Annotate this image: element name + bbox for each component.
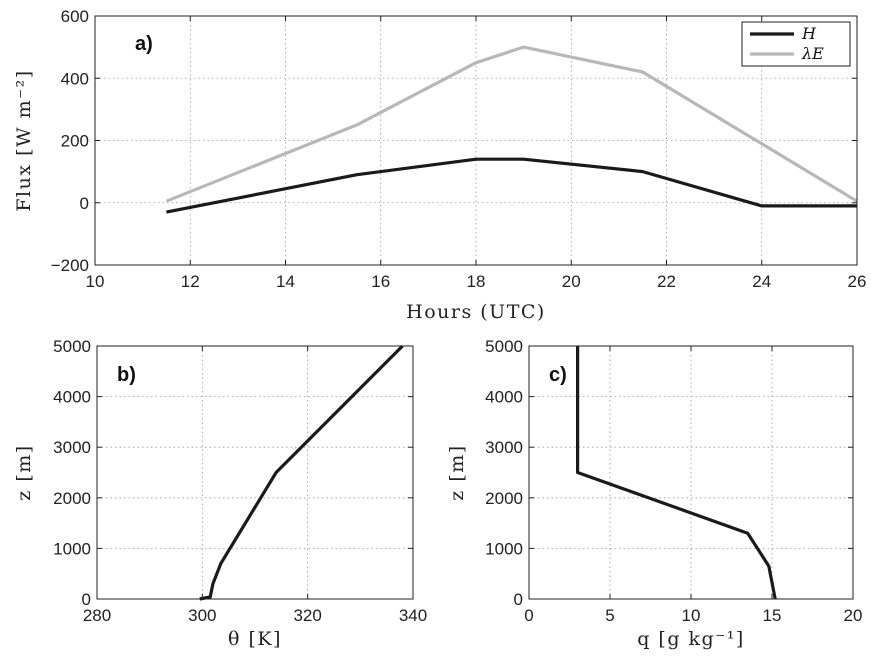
y-tick-label: 0 — [82, 590, 91, 609]
x-tick-label: 10 — [682, 606, 701, 625]
x-tick-label: 22 — [657, 272, 676, 291]
series-line-1 — [575, 346, 777, 600]
x-axis-title: q [g kg⁻¹] — [637, 628, 745, 650]
y-tick-label: 1000 — [53, 539, 91, 558]
x-tick-label: 26 — [848, 272, 867, 291]
y-tick-label: 3000 — [53, 438, 91, 457]
legend-entry: λE — [801, 44, 824, 63]
y-tick-label: 2000 — [485, 489, 523, 508]
x-axis-title: θ [K] — [228, 628, 282, 650]
y-tick-label: 4000 — [485, 388, 523, 407]
y-tick-label: 400 — [61, 69, 89, 88]
legend-entry: H — [801, 24, 817, 43]
panel-label: a) — [135, 33, 153, 55]
y-tick-label: 0 — [514, 590, 523, 609]
x-tick-label: 15 — [763, 606, 782, 625]
panel-a: 10 12 14 16 18 20 22 24 26 −200 0 200 400 600 Hours (U… — [13, 7, 866, 323]
x-axis-title: Hours (UTC) — [406, 301, 546, 323]
series-line-2 — [165, 45, 858, 203]
x-tick-label: 20 — [562, 272, 581, 291]
x-tick-label: 24 — [752, 272, 771, 291]
x-tick-label: 300 — [188, 606, 216, 625]
x-tick-label: 12 — [181, 272, 200, 291]
panel-c: 0 5 10 15 20 0 1000 2000 3000 4000 5000 q [g kg⁻¹] z… — [446, 337, 862, 650]
y-axis-title: z [m] — [446, 444, 468, 500]
y-axis-title: z [m] — [13, 444, 35, 500]
y-tick-label: 200 — [61, 132, 89, 151]
x-tick-label: 18 — [467, 272, 486, 291]
y-tick-label: 0 — [80, 194, 89, 213]
y-tick-label: 1000 — [485, 539, 523, 558]
x-tick-label: 14 — [276, 272, 295, 291]
y-tick-label: 4000 — [53, 388, 91, 407]
y-axis-title: Flux [W m⁻²] — [13, 69, 35, 211]
panel-b: 280 300 320 340 0 1000 2000 3000 4000 5000 θ [K] z … — [13, 337, 427, 650]
x-tick-label: 0 — [524, 606, 533, 625]
x-tick-label: 16 — [371, 272, 390, 291]
x-tick-label: 20 — [844, 606, 863, 625]
y-tick-label: 5000 — [53, 337, 91, 356]
x-tick-label: 320 — [293, 606, 321, 625]
legend-box — [741, 21, 851, 67]
y-tick-label: 600 — [61, 7, 89, 26]
x-tick-label: 280 — [83, 606, 111, 625]
panel-label: b) — [117, 364, 136, 386]
x-tick-label: 10 — [86, 272, 105, 291]
y-tick-label: 3000 — [485, 438, 523, 457]
panel-label: c) — [549, 364, 567, 386]
series-line-1 — [199, 344, 404, 601]
y-tick-label: 5000 — [485, 337, 523, 356]
y-tick-label: −200 — [51, 256, 89, 275]
x-tick-label: 340 — [399, 606, 427, 625]
x-tick-label: 5 — [605, 606, 614, 625]
legend: HλE — [741, 21, 851, 67]
series-line-1 — [166, 157, 857, 214]
y-tick-label: 2000 — [53, 489, 91, 508]
plot-frame — [96, 345, 414, 600]
